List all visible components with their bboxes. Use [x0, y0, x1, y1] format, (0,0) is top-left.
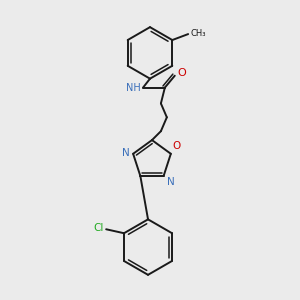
Text: O: O — [178, 68, 187, 78]
Text: Cl: Cl — [94, 223, 104, 233]
Text: CH₃: CH₃ — [190, 28, 206, 38]
Text: NH: NH — [126, 82, 141, 93]
Text: O: O — [173, 141, 181, 151]
Text: N: N — [167, 177, 174, 187]
Text: N: N — [122, 148, 130, 158]
